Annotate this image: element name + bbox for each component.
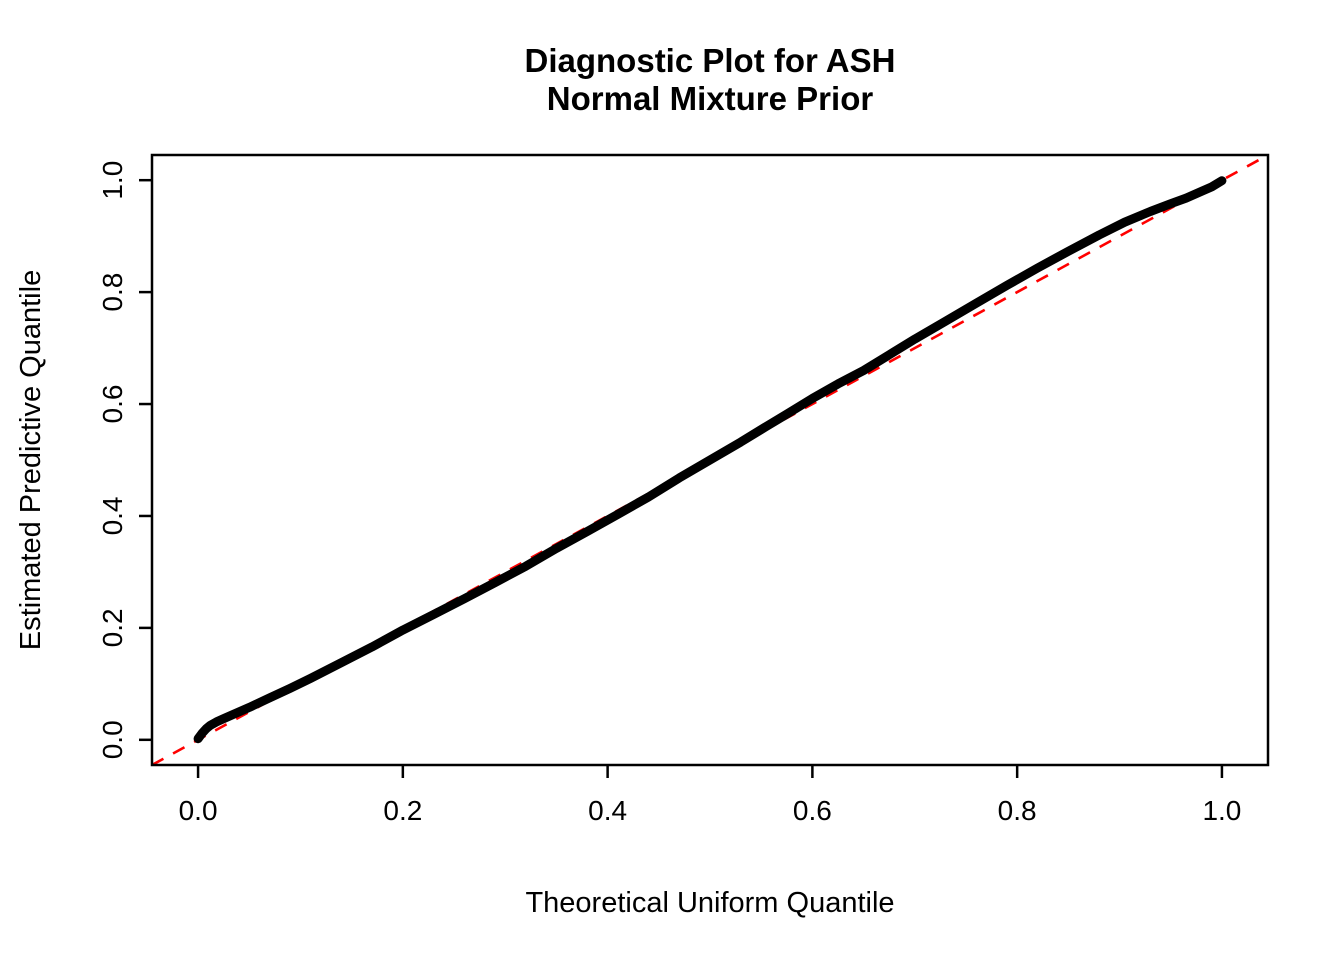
- x-axis-label: Theoretical Uniform Quantile: [525, 887, 894, 919]
- x-tick-label: 0.2: [383, 795, 422, 826]
- y-tick-label: 1.0: [97, 161, 128, 200]
- x-tick-label: 1.0: [1202, 795, 1241, 826]
- plot-border: [150, 153, 1270, 767]
- y-tick-label: 0.6: [97, 385, 128, 424]
- y-tick-label: 0.8: [97, 273, 128, 312]
- x-tick-label: 0.4: [588, 795, 627, 826]
- y-tick-label: 0.4: [97, 496, 128, 535]
- axes: 0.0 0.2 0.4 0.6 0.8 1.0 0.0 0.2 0.4 0.6 0.8 1.0: [97, 161, 1241, 826]
- y-tick-label: 0.0: [97, 720, 128, 759]
- x-tick-label: 0.0: [179, 795, 218, 826]
- x-tick-label: 0.8: [998, 795, 1037, 826]
- y-tick-label: 0.2: [97, 608, 128, 647]
- estimated-quantile-curve: [193, 176, 1227, 744]
- x-tick-label: 0.6: [793, 795, 832, 826]
- plot-box: [150, 153, 1270, 767]
- quantile-curve-line: [193, 176, 1227, 744]
- plot-title-line2: Normal Mixture Prior: [547, 80, 874, 117]
- y-axis-label: Estimated Predictive Quantile: [15, 270, 47, 650]
- plot-title-line1: Diagnostic Plot for ASH: [525, 42, 896, 79]
